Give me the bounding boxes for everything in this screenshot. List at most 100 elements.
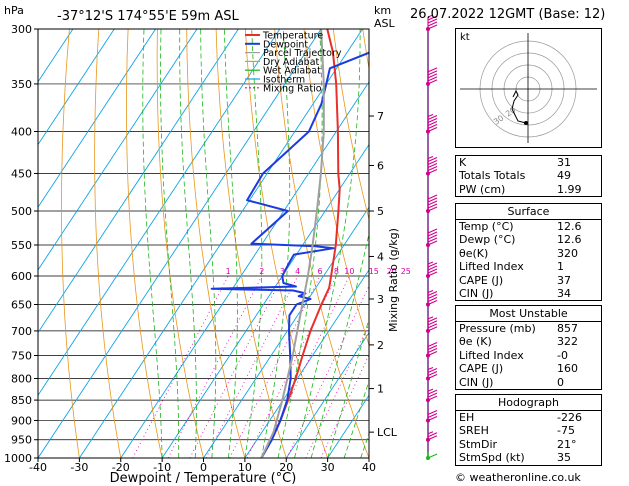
wind-barb-flag <box>427 300 438 306</box>
panel-row-value: 49 <box>557 169 571 183</box>
height-tick-label: 1 <box>377 383 384 396</box>
panel-row-value: -226 <box>557 411 582 424</box>
pressure-tick-label: 750 <box>11 349 32 362</box>
wind-barb-half <box>427 316 434 320</box>
wind-barb-flag <box>427 124 438 130</box>
wind-barb <box>426 261 438 278</box>
legend-label: Wet Adiabat <box>263 66 321 77</box>
panel-title: Most Unstable <box>456 306 601 322</box>
temperature-tick-label: 10 <box>238 461 252 474</box>
panel-row-label: Lifted Index <box>459 348 524 362</box>
mixing-ratio-label: 1 <box>226 267 231 276</box>
temperature-tick-label: -40 <box>29 461 47 474</box>
wind-barb-flag <box>427 409 438 415</box>
panel-row-label: CIN (J) <box>459 375 494 389</box>
panel-row-label: CAPE (J) <box>459 362 504 376</box>
wind-barb-flag <box>427 323 438 329</box>
isotherm-line <box>38 29 322 458</box>
panel-row: CIN (J) 0 <box>456 376 601 389</box>
pressure-tick-label: 850 <box>11 394 32 407</box>
height-tick-label: 3 <box>377 293 384 306</box>
wind-barb-flag <box>427 165 438 171</box>
mixing-ratio-label: 4 <box>295 267 300 276</box>
panel-row-label: K <box>459 156 467 169</box>
most-unstable-panel: Most Unstable Pressure (mb) 857 θe (K) 322 Li… <box>455 305 602 391</box>
wind-barb-flag <box>427 206 438 212</box>
wet-adiabat-line <box>200 29 217 458</box>
wet-adiabat-line <box>179 29 197 458</box>
panel-row-value: 0 <box>557 375 564 389</box>
pressure-tick-label: 650 <box>11 299 32 312</box>
wind-barb <box>426 341 438 358</box>
panel-row-label: PW (cm) <box>459 182 506 196</box>
profile-curves <box>210 29 369 458</box>
wind-barb-flag <box>427 350 438 356</box>
mixing-ratio-line <box>305 323 369 458</box>
hodograph-trace <box>511 89 519 110</box>
panel-row-value: 35 <box>557 451 571 465</box>
panel-row-label: StmSpd (kt) <box>459 451 525 465</box>
unit-asl: ASL <box>374 17 396 30</box>
temperature-tick-label: 30 <box>321 461 335 474</box>
wind-barb-flag <box>427 294 438 300</box>
panel-row-value: 160 <box>557 362 578 376</box>
temperature-tick-label: -10 <box>153 461 171 474</box>
wind-barb <box>426 316 438 333</box>
pressure-tick-label: 700 <box>11 325 32 338</box>
wind-barb-flag <box>427 240 438 246</box>
wind-barb-flag <box>427 320 438 326</box>
mixing-ratio-label: 2 <box>259 267 264 276</box>
wind-barb <box>426 409 438 423</box>
legend-label: Parcel Trajectory <box>263 48 342 59</box>
panel-row-label: StmDir <box>459 437 498 451</box>
legend-label: Temperature <box>262 31 323 42</box>
dry-adiabat-line <box>61 29 80 458</box>
wind-barb-flag <box>427 297 438 303</box>
wind-barb-flag <box>427 200 438 206</box>
wind-barb-flag <box>427 228 438 234</box>
wind-barb <box>426 155 438 176</box>
wind-barb-flag <box>427 271 438 277</box>
wind-barb-flag <box>427 392 438 398</box>
panel-row: CAPE (J) 37 <box>456 274 601 287</box>
wind-barb-flag <box>427 162 438 168</box>
pressure-tick-label: 400 <box>11 126 32 139</box>
wind-barb-flag <box>427 121 438 127</box>
pressure-tick-label: 300 <box>11 23 32 36</box>
isotherm-line <box>38 29 198 271</box>
panel-row: Lifted Index -0 <box>456 349 601 362</box>
wind-barb-flag <box>427 79 438 85</box>
storm-motion-dot <box>524 121 528 125</box>
mixing-ratio-label: 3 <box>280 267 285 276</box>
wind-barb-flag <box>427 203 438 209</box>
wind-barb-flag <box>427 344 438 350</box>
dry-adiabat-line <box>94 29 122 458</box>
wind-barb-flag <box>427 412 438 418</box>
height-tick-label: 2 <box>377 339 384 352</box>
wind-barb-half <box>427 366 434 371</box>
wind-barb <box>426 14 438 31</box>
pressure-tick-label: 1000 <box>4 452 32 465</box>
mixing-ratio-label: 25 <box>401 267 411 276</box>
temperature-tick-label: -30 <box>70 461 88 474</box>
wind-barb-flag <box>427 15 438 21</box>
panel-row-value: -75 <box>557 424 575 438</box>
wind-barb-half <box>427 431 434 435</box>
wind-barbs <box>426 14 438 460</box>
wind-barb-flag <box>427 24 438 30</box>
surface-panel: Surface Temp (°C) 12.6 Dewp (°C) 12.6 θe(K) 32… <box>455 203 602 302</box>
dewpoint-line <box>210 51 369 458</box>
panel-row: K 31 <box>456 156 601 169</box>
wind-barb-flag <box>427 395 438 401</box>
dry-adiabat-line <box>245 29 328 458</box>
wind-barb-flag <box>427 67 438 73</box>
wind-barb <box>426 452 438 460</box>
height-tick-label: 6 <box>377 159 384 172</box>
legend-label: Dewpoint <box>263 39 308 50</box>
panel-row: StmDir 21° <box>456 438 601 451</box>
panel-row-label: θe (K) <box>459 335 492 349</box>
wind-barb-flag <box>427 234 438 240</box>
panel-row: CAPE (J) 160 <box>456 362 601 375</box>
wind-barb-flag <box>427 373 438 379</box>
